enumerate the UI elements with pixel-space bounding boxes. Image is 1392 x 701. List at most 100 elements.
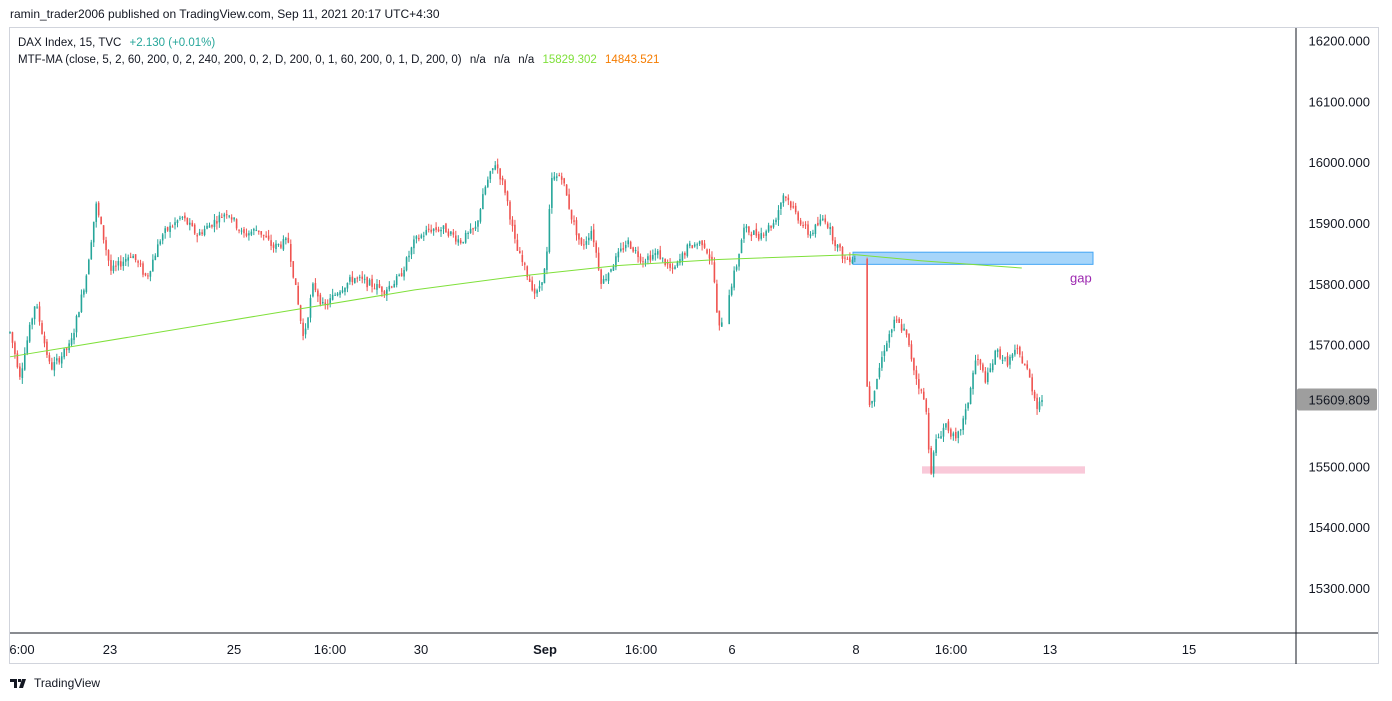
candle-body bbox=[878, 367, 881, 378]
candle-body bbox=[442, 225, 445, 229]
x-tick-label: 16:00 bbox=[935, 642, 968, 657]
chart-frame[interactable] bbox=[9, 27, 1379, 664]
candle-body bbox=[514, 224, 516, 239]
candle-body bbox=[730, 286, 733, 295]
candle-body bbox=[43, 335, 46, 344]
candle-body bbox=[954, 432, 957, 439]
candle-body bbox=[489, 171, 492, 180]
candle-body bbox=[969, 388, 972, 405]
candle-body bbox=[1021, 356, 1024, 364]
candle-body bbox=[671, 267, 674, 269]
candle-body bbox=[265, 235, 267, 238]
candle-body bbox=[642, 261, 644, 263]
candle-body bbox=[415, 236, 418, 239]
candle-body bbox=[238, 229, 240, 231]
candle-body bbox=[129, 256, 132, 258]
candle-body bbox=[482, 194, 484, 210]
candle-body bbox=[1016, 348, 1019, 350]
candle-body bbox=[846, 258, 849, 260]
publisher-credit: ramin_trader2006 published on TradingVie… bbox=[10, 7, 440, 21]
candle-body bbox=[903, 328, 905, 331]
candle-body bbox=[80, 294, 83, 313]
candle-body bbox=[716, 283, 718, 313]
y-tick-label: 15500.000 bbox=[1309, 459, 1370, 474]
candle-body bbox=[117, 260, 120, 266]
tradingview-logo[interactable]: TradingView bbox=[10, 676, 100, 690]
candle-body bbox=[403, 270, 405, 277]
candle-body bbox=[243, 229, 245, 234]
candle-body bbox=[728, 295, 730, 325]
candle-body bbox=[233, 217, 235, 220]
candle-body bbox=[334, 294, 336, 296]
candle-body bbox=[693, 244, 696, 247]
candle-body bbox=[851, 259, 854, 264]
candle-body bbox=[824, 218, 827, 223]
symbol-label[interactable]: DAX Index, 15, TVC bbox=[18, 37, 122, 49]
candle-body bbox=[624, 244, 627, 249]
candle-body bbox=[644, 261, 647, 263]
candle-body bbox=[684, 252, 686, 256]
candle-body bbox=[829, 227, 831, 230]
x-tick-label: 13 bbox=[1043, 642, 1057, 657]
candle-body bbox=[612, 265, 615, 271]
candle-body bbox=[250, 231, 253, 235]
candle-body bbox=[656, 251, 659, 255]
candle-body bbox=[688, 243, 691, 246]
candle-body bbox=[632, 247, 634, 252]
candle-body bbox=[755, 228, 758, 236]
candle-body bbox=[445, 223, 447, 233]
candle-body bbox=[469, 228, 472, 234]
candle-body bbox=[563, 178, 565, 184]
candle-body bbox=[280, 244, 282, 248]
candle-body bbox=[75, 315, 78, 333]
candle-body bbox=[213, 219, 216, 227]
candle-body bbox=[240, 230, 243, 232]
candle-body bbox=[378, 284, 381, 288]
x-tick-label: 23 bbox=[103, 642, 117, 657]
candle-body bbox=[504, 180, 506, 193]
candle-body bbox=[994, 350, 997, 365]
candle-body bbox=[487, 179, 489, 187]
candle-body bbox=[799, 220, 802, 225]
candle-body bbox=[161, 234, 164, 241]
change-label: +2.130 (+0.01%) bbox=[129, 37, 216, 49]
candle-body bbox=[674, 266, 676, 269]
candle-body bbox=[620, 248, 622, 251]
candle-body bbox=[272, 244, 275, 248]
candle-body bbox=[201, 232, 203, 235]
candle-body bbox=[629, 241, 632, 249]
candle-body bbox=[102, 225, 105, 240]
candle-body bbox=[26, 340, 29, 354]
candle-body bbox=[595, 242, 597, 253]
candle-body bbox=[605, 279, 607, 281]
candle-body bbox=[945, 423, 947, 428]
candle-body bbox=[491, 168, 494, 171]
candle-body bbox=[1009, 356, 1011, 365]
candle-body bbox=[991, 363, 994, 371]
candle-body bbox=[48, 355, 51, 362]
candle-body bbox=[115, 265, 117, 267]
candle-body bbox=[95, 203, 98, 222]
candle-body bbox=[432, 228, 435, 232]
tradingview-icon bbox=[10, 679, 26, 688]
candle-body bbox=[1031, 377, 1033, 392]
x-tick-label: 25 bbox=[227, 642, 241, 657]
candle-body bbox=[65, 348, 68, 351]
candle-body bbox=[565, 184, 568, 196]
candle-body bbox=[144, 273, 147, 276]
candle-body bbox=[23, 353, 26, 370]
candle-body bbox=[706, 249, 708, 254]
indicator-label[interactable]: MTF-MA (close, 5, 2, 60, 200, 0, 2, 240,… bbox=[18, 54, 462, 66]
candle-body bbox=[989, 368, 992, 373]
candle-body bbox=[802, 224, 804, 227]
candle-body bbox=[174, 222, 176, 226]
candle-body bbox=[351, 276, 354, 283]
candle-body bbox=[462, 241, 464, 243]
candle-body bbox=[132, 255, 134, 259]
candle-body bbox=[156, 244, 159, 257]
candle-body bbox=[425, 229, 428, 235]
candle-body bbox=[666, 263, 669, 265]
candle-body bbox=[686, 244, 689, 256]
candle-body bbox=[253, 229, 255, 231]
